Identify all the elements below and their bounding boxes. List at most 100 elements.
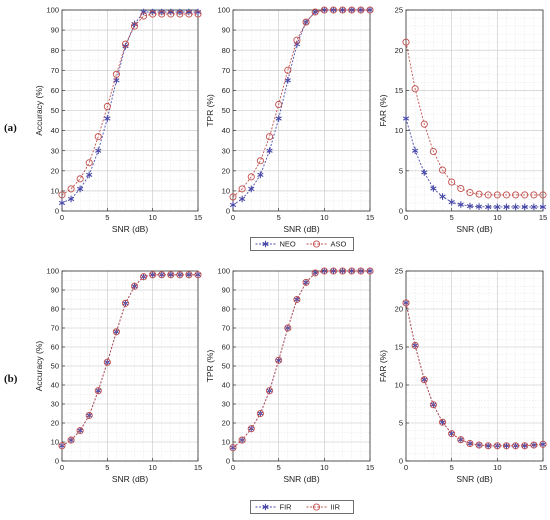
- data-point-aso: [438, 166, 447, 174]
- y-tick-label: 5: [399, 419, 403, 428]
- data-point-fir: [421, 376, 428, 383]
- y-tick-label: 90: [51, 286, 59, 295]
- legend-entry-neo: NEO: [255, 240, 296, 249]
- data-point-aso: [67, 185, 75, 193]
- data-point-aso: [348, 6, 356, 14]
- data-point-aso: [329, 6, 338, 14]
- y-tick-label: 90: [222, 286, 230, 295]
- series-line-aso: [232, 9, 370, 198]
- y-tick-label: 60: [51, 86, 59, 95]
- data-point-iir: [539, 440, 547, 448]
- y-tick-label: 25: [395, 267, 403, 276]
- y-tick-label: 90: [51, 26, 59, 35]
- data-point-iir: [185, 271, 193, 279]
- data-point-iir: [320, 267, 328, 275]
- y-tick-label: 70: [51, 66, 59, 75]
- data-point-aso: [457, 184, 465, 193]
- data-point-iir: [140, 273, 148, 281]
- data-point-neo: [275, 115, 282, 122]
- subplot-b-tpr: 0 5 10 15 0 10 20 30 40 50 60 70 80 90 100 SNR (dB) TPR …: [205, 267, 374, 484]
- data-point-aso: [158, 10, 166, 18]
- legend-label: NEO: [280, 240, 296, 249]
- data-point-aso: [229, 193, 237, 201]
- series-line-aso: [405, 42, 543, 196]
- y-tick-label: 10: [395, 126, 403, 135]
- data-point-neo: [194, 8, 202, 16]
- x-axis-label: SNR (dB): [283, 224, 320, 234]
- data-point-iir: [448, 430, 456, 438]
- series-line-neo: [405, 118, 543, 208]
- legend-entry-iir: IIR: [306, 503, 341, 512]
- data-point-iir: [130, 282, 139, 290]
- data-point-aso: [366, 6, 374, 14]
- y-tick-label: 20: [395, 46, 403, 55]
- data-point-iir: [194, 271, 202, 279]
- data-point-fir: [503, 442, 510, 450]
- data-point-aso: [76, 175, 84, 183]
- y-tick-label: 20: [395, 305, 403, 314]
- data-point-aso: [149, 10, 157, 18]
- data-point-aso: [357, 6, 365, 14]
- y-tick-label: 20: [222, 419, 230, 428]
- y-tick-label: 0: [399, 207, 403, 216]
- data-point-aso: [320, 6, 328, 14]
- x-tick-label: 0: [404, 463, 408, 472]
- subplot-a-far: 0 5 10 15 0 5 10 15 20 25 SNR (dB) FAR (%): [378, 6, 547, 234]
- data-point-iir: [438, 418, 447, 426]
- data-point-iir: [411, 341, 419, 350]
- data-point-iir: [302, 278, 310, 286]
- data-point-neo: [321, 6, 328, 14]
- axes-box: [405, 270, 544, 462]
- legend-box: [250, 237, 354, 251]
- data-point-aso: [194, 10, 202, 18]
- y-tick-label: 80: [222, 305, 230, 314]
- legend-marker-star: [262, 503, 269, 511]
- y-tick-label: 80: [51, 305, 59, 314]
- data-point-neo: [530, 203, 537, 211]
- y-axis-label: FAR (%): [378, 350, 388, 382]
- y-tick-label: 50: [51, 106, 59, 115]
- data-point-aso: [185, 10, 193, 18]
- x-tick-label: 10: [148, 213, 156, 222]
- data-point-iir: [121, 299, 130, 307]
- subplot-b-far: 0 5 10 15 0 5 10 15 20 25 SNR (dB) FAR (%): [378, 267, 547, 484]
- y-axis-label: Accuracy (%): [34, 85, 44, 136]
- data-point-iir: [176, 271, 184, 279]
- y-tick-label: 20: [51, 166, 59, 175]
- data-point-neo: [113, 77, 120, 84]
- data-point-aso: [475, 190, 483, 198]
- data-point-aso: [512, 191, 520, 199]
- x-tick-label: 0: [231, 213, 235, 222]
- data-point-iir: [149, 271, 157, 279]
- data-point-neo: [439, 193, 446, 200]
- x-tick-label: 15: [539, 213, 547, 222]
- y-tick-label: 30: [222, 400, 230, 409]
- data-point-iir: [247, 425, 255, 433]
- data-point-iir: [58, 442, 66, 450]
- legend-entry-aso: ASO: [306, 240, 347, 249]
- data-point-iir: [229, 444, 237, 452]
- data-point-iir: [502, 442, 511, 450]
- data-point-aso: [448, 178, 456, 186]
- subplot-a-tpr: 0 5 10 15 0 10 20 30 40 50 60 70 80 90 100 SNR (dB) TPR …: [205, 6, 374, 234]
- data-point-neo: [257, 171, 264, 179]
- data-point-iir: [265, 387, 274, 395]
- data-point-iir: [275, 356, 283, 364]
- data-point-iir: [512, 442, 520, 450]
- legend: NEO ASO: [250, 237, 354, 251]
- data-point-neo: [284, 77, 291, 84]
- series-aso: [402, 38, 547, 199]
- data-point-iir: [402, 299, 410, 307]
- data-point-neo: [475, 203, 483, 210]
- y-tick-label: 70: [222, 324, 230, 333]
- data-point-iir: [238, 436, 246, 444]
- row-label-b: (b): [4, 373, 18, 385]
- series-neo: [402, 115, 547, 211]
- data-point-aso: [176, 10, 184, 18]
- data-point-neo: [77, 185, 84, 193]
- series-line-iir: [232, 270, 370, 449]
- subplot-a-accuracy: 0 5 10 15 0 10 20 30 40 50 60 70 80 90 100 SNR (dB) Accu…: [34, 6, 202, 234]
- y-tick-label: 60: [222, 343, 230, 352]
- y-tick-label: 70: [222, 66, 230, 75]
